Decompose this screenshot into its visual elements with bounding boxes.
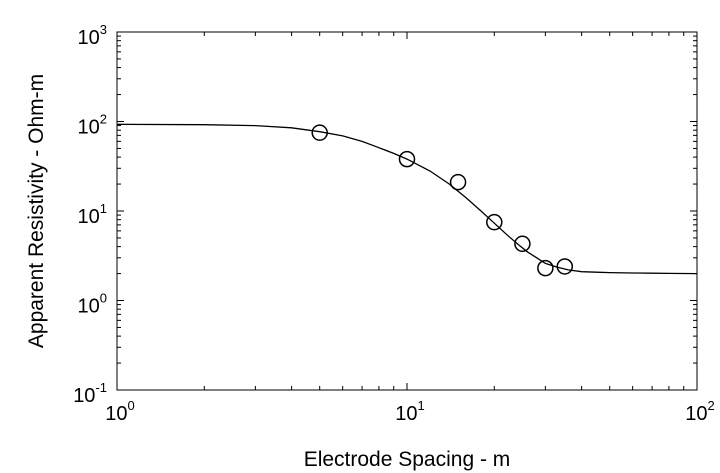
data-point-marker [514,235,531,253]
data-point-marker [486,213,503,231]
y-tick-label: 100 [78,291,107,318]
data-point-marker [449,173,467,191]
y-tick-label: 101 [78,201,107,228]
axis-ticks [116,31,698,391]
x-tick-label: 102 [685,398,714,425]
data-point-marker [398,150,416,168]
y-tick-label: 103 [78,22,107,49]
y-axis-label: Apparent Resistivity - Ohm-m [25,74,48,348]
y-tick-label: 10-1 [73,380,107,407]
data-point-marker [537,259,554,277]
x-tick-label: 100 [105,398,134,425]
x-axis-label: Electrode Spacing - m [304,448,511,471]
data-points [311,124,574,277]
y-tick-label: 102 [78,112,107,139]
x-tick-label: 101 [395,398,424,425]
data-point-marker [556,258,574,275]
plot-area [116,31,698,391]
data-point-marker [311,124,328,141]
model-curve [116,123,698,275]
